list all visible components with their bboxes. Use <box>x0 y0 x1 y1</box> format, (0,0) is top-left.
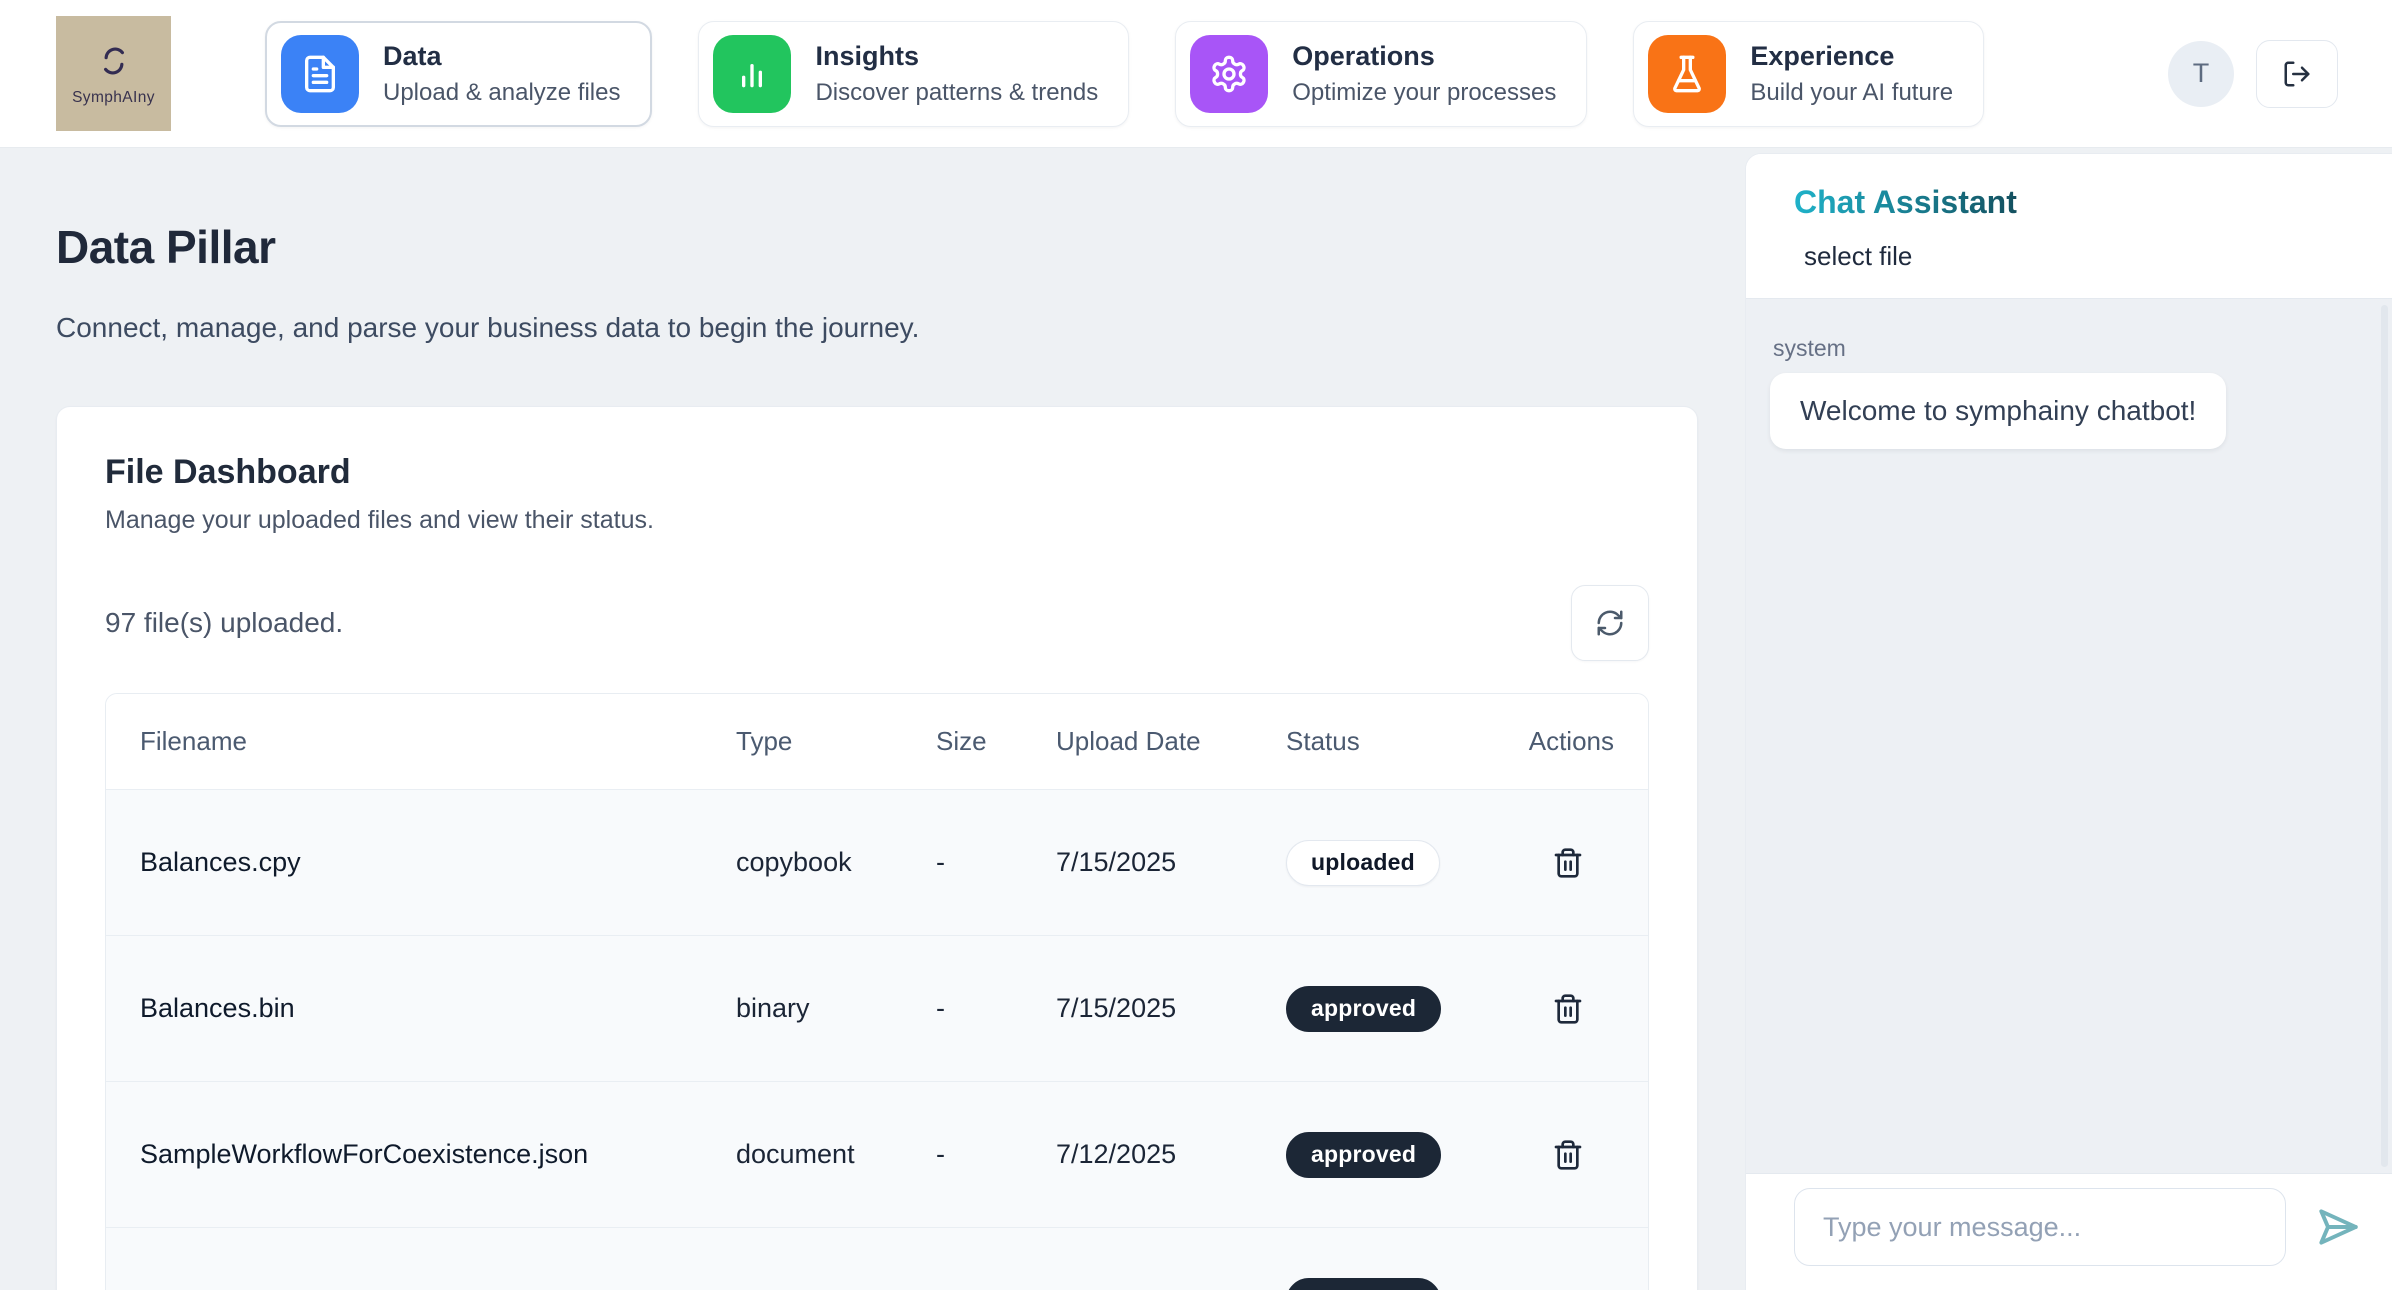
cell-filename: Balances.bin <box>140 993 295 1023</box>
content-area: Data Pillar Connect, manage, and parse y… <box>0 148 2392 1290</box>
cell-filename: SampleWorkflowForCoexistence.json <box>140 1139 589 1169</box>
send-icon <box>2319 1209 2358 1245</box>
delete-file-button[interactable] <box>1546 987 1590 1031</box>
chat-input-row <box>1746 1173 2392 1290</box>
insights-pillar-tile <box>713 34 792 113</box>
operations-pillar-tile <box>1190 34 1269 113</box>
table-row: SampleWorkflowForCoexistence.json docume… <box>106 1081 1648 1227</box>
data-pillar-tile <box>281 34 359 113</box>
nav-subtitle-insights: Discover patterns & trends <box>815 78 1099 106</box>
file-count: 97 file(s) uploaded. <box>105 607 344 638</box>
flask-icon <box>1673 55 1702 92</box>
user-avatar[interactable]: T <box>2168 40 2234 107</box>
logout-button[interactable] <box>2256 39 2338 108</box>
table-row-partial: approved <box>106 1227 1648 1290</box>
trash-icon <box>1554 993 1581 1024</box>
message-role-label: system <box>1773 335 1846 361</box>
cell-size: - <box>936 993 945 1023</box>
table-header-row: Filename Type Size Upload Date Status Ac… <box>106 694 1648 789</box>
header-upload-date: Upload Date <box>1056 726 1201 756</box>
nav-subtitle-data: Upload & analyze files <box>383 78 621 106</box>
nav-card-insights[interactable]: Insights Discover patterns & trends <box>698 20 1130 127</box>
nav-title-data: Data <box>383 40 442 71</box>
chat-panel: Chat Assistant select file system Welcom… <box>1745 148 2392 1290</box>
top-header: SymphAIny Data Upload & analyze files <box>0 0 2392 148</box>
logout-icon <box>2284 61 2310 86</box>
cell-size: - <box>936 847 945 877</box>
status-badge: approved <box>1286 985 1442 1032</box>
table-row: Balances.bin binary - 7/15/2025 approved <box>106 935 1648 1081</box>
dashboard-subtitle: Manage your uploaded files and view thei… <box>105 506 654 534</box>
chat-title: Chat Assistant <box>1794 184 2017 220</box>
cell-upload-date: 7/15/2025 <box>1056 847 1177 877</box>
nav-card-data[interactable]: Data Upload & analyze files <box>265 20 653 127</box>
message-bubble: Welcome to symphainy chatbot! <box>1770 373 2227 449</box>
cell-size: - <box>936 1139 945 1169</box>
main-content: Data Pillar Connect, manage, and parse y… <box>0 148 1745 1290</box>
symphainy-logo-icon <box>103 47 124 75</box>
cell-type: document <box>736 1139 855 1169</box>
delete-file-button[interactable] <box>1546 1133 1590 1177</box>
pillar-nav: Data Upload & analyze files Insights Dis… <box>265 20 1985 127</box>
nav-card-operations[interactable]: Operations Optimize your processes <box>1175 20 1588 127</box>
nav-title-experience: Experience <box>1750 40 1895 71</box>
header-size: Size <box>936 726 987 756</box>
chat-header: Chat Assistant select file <box>1746 154 2392 299</box>
cell-upload-date: 7/15/2025 <box>1056 993 1177 1023</box>
status-badge: approved <box>1286 1277 1442 1290</box>
page-subtitle: Connect, manage, and parse your business… <box>56 312 920 343</box>
chat-message: system Welcome to symphainy chatbot! <box>1770 335 2368 449</box>
cell-filename: Balances.cpy <box>140 847 301 877</box>
gear-icon <box>1212 55 1246 92</box>
cell-type: binary <box>736 993 810 1023</box>
nav-subtitle-experience: Build your AI future <box>1750 78 1954 106</box>
status-badge: uploaded <box>1286 839 1440 886</box>
nav-subtitle-operations: Optimize your processes <box>1292 78 1557 106</box>
chat-scrollbar[interactable] <box>2381 305 2388 1167</box>
table-row: Balances.cpy copybook - 7/15/2025 upload… <box>106 789 1648 935</box>
header-status: Status <box>1286 726 1360 756</box>
cell-type: copybook <box>736 847 852 877</box>
dashboard-title: File Dashboard <box>105 453 351 491</box>
brand-name: SymphAIny <box>72 89 155 106</box>
header-actions: Actions <box>1528 726 1614 756</box>
header-type: Type <box>736 726 793 756</box>
file-dashboard-card: File Dashboard Manage your uploaded file… <box>56 406 1698 1290</box>
header-filename: Filename <box>140 726 247 756</box>
delete-file-button[interactable] <box>1546 841 1590 885</box>
trash-icon <box>1554 847 1581 878</box>
nav-card-experience[interactable]: Experience Build your AI future <box>1633 20 1985 127</box>
status-badge: approved <box>1286 1131 1442 1178</box>
experience-pillar-tile <box>1648 34 1727 113</box>
topbar-right: T <box>2168 39 2338 108</box>
count-row: 97 file(s) uploaded. <box>105 585 1649 661</box>
refresh-icon <box>1597 610 1623 636</box>
file-select-dropdown[interactable]: select file <box>1804 241 1913 271</box>
bar-chart-icon <box>742 63 763 87</box>
send-button[interactable] <box>2310 1199 2366 1255</box>
file-text-icon <box>305 55 335 92</box>
cell-upload-date: 7/12/2025 <box>1056 1139 1177 1169</box>
brand-logo[interactable]: SymphAIny <box>56 16 171 131</box>
nav-title-insights: Insights <box>815 40 919 71</box>
page-title: Data Pillar <box>56 221 276 273</box>
file-table: Filename Type Size Upload Date Status Ac… <box>105 693 1649 1290</box>
refresh-button[interactable] <box>1571 585 1649 661</box>
nav-title-operations: Operations <box>1292 40 1435 71</box>
trash-icon <box>1554 1139 1581 1170</box>
chat-input[interactable] <box>1794 1188 2286 1266</box>
chat-message-list: system Welcome to symphainy chatbot! <box>1746 299 2392 1173</box>
